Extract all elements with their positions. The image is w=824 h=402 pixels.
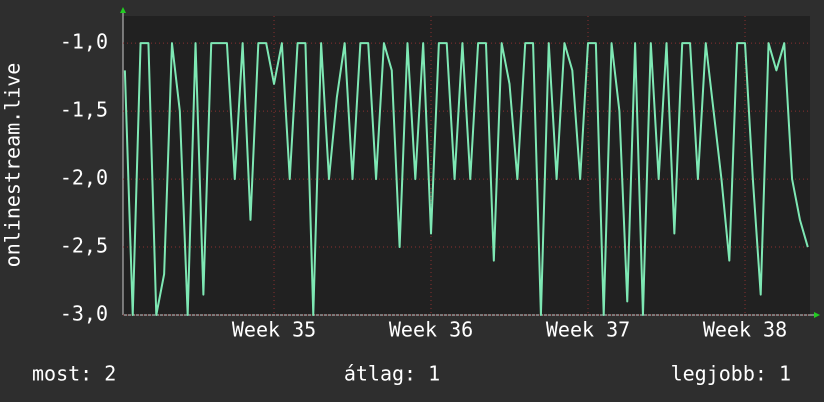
stat-average: átlag: 1 bbox=[344, 362, 440, 386]
y-tick-label: -1,0 bbox=[60, 30, 108, 54]
y-tick-label: -2,5 bbox=[60, 234, 108, 258]
y-tick-label: -2,0 bbox=[60, 166, 108, 190]
plot-area bbox=[123, 16, 810, 315]
x-tick-label: Week 35 bbox=[232, 318, 316, 342]
axis-arrow bbox=[814, 312, 820, 318]
axis-arrow bbox=[120, 7, 126, 13]
x-tick-label: Week 36 bbox=[389, 318, 473, 342]
stat-current: most: 2 bbox=[32, 362, 116, 386]
x-tick-label: Week 38 bbox=[703, 318, 787, 342]
y-axis-label: onlinestream.live bbox=[1, 63, 25, 268]
stat-best: legjobb: 1 bbox=[671, 362, 791, 386]
x-tick-label: Week 37 bbox=[546, 318, 630, 342]
y-tick-label: -1,5 bbox=[60, 98, 108, 122]
y-tick-label: -3,0 bbox=[60, 302, 108, 326]
data-line bbox=[123, 42, 809, 316]
